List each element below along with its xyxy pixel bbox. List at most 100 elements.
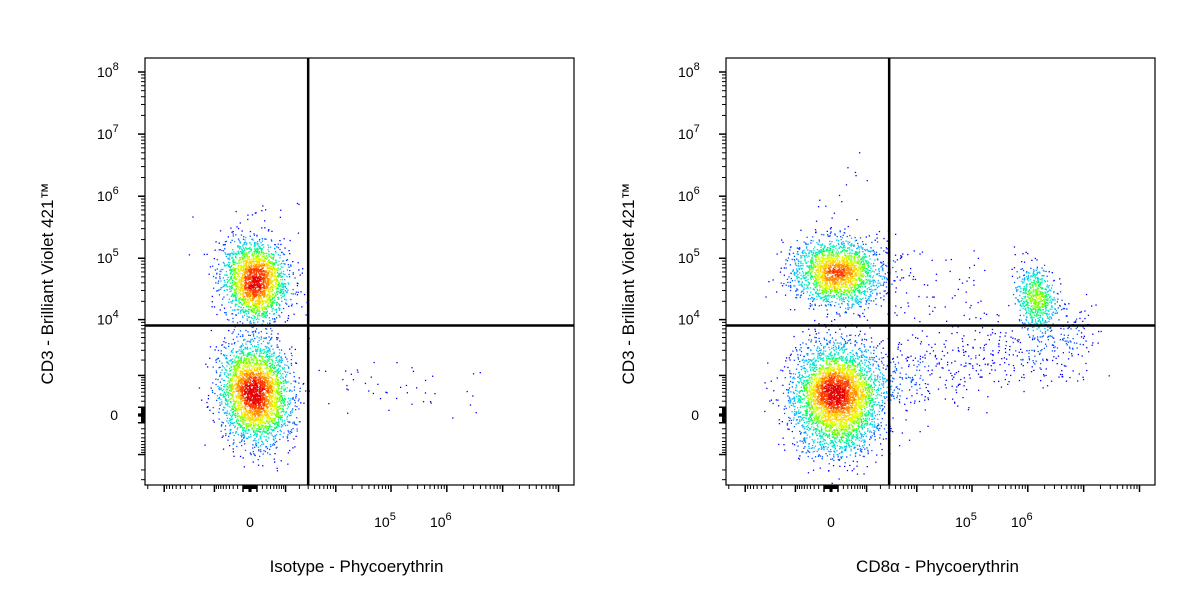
event-dot <box>279 285 281 287</box>
event-dot <box>250 418 252 420</box>
event-dot <box>270 398 273 400</box>
event-dot <box>272 313 275 315</box>
event-dot <box>220 268 223 271</box>
event-dot <box>276 406 279 409</box>
event-dot <box>251 326 253 328</box>
event-dot <box>264 273 266 275</box>
event-dot <box>249 419 251 422</box>
event-dot <box>218 242 220 244</box>
event-dot <box>266 310 268 312</box>
event-dot <box>466 390 468 393</box>
event-dot <box>238 408 240 410</box>
event-dot <box>253 272 255 274</box>
event-dot <box>240 306 242 308</box>
event-dot <box>244 380 246 382</box>
event-dot <box>234 303 236 305</box>
event-dot <box>224 399 227 402</box>
event-dot <box>266 432 268 435</box>
event-dot <box>268 262 270 264</box>
event-dot <box>257 381 260 383</box>
event-dot <box>284 364 286 366</box>
event-dot <box>242 367 244 369</box>
event-dot <box>278 314 280 316</box>
event-dot <box>248 340 250 343</box>
event-dot <box>253 265 255 267</box>
event-dot <box>405 384 408 387</box>
event-dot <box>245 254 247 256</box>
event-dot <box>256 309 259 311</box>
event-dot <box>275 388 277 390</box>
event-dot <box>269 372 271 374</box>
event-dot <box>280 417 282 419</box>
event-dot <box>230 393 232 395</box>
event-dot <box>212 382 214 384</box>
event-dot <box>245 309 247 311</box>
event-dot <box>235 407 237 410</box>
event-dot <box>249 260 251 262</box>
event-dot <box>272 401 274 403</box>
event-dot <box>279 438 281 441</box>
event-dot <box>264 314 266 316</box>
event-dot <box>219 230 222 232</box>
event-dot <box>237 385 239 388</box>
event-dot <box>252 335 255 337</box>
event-dot <box>229 425 231 427</box>
event-dot <box>236 422 238 424</box>
event-dot <box>268 370 270 372</box>
event-dot <box>265 274 268 277</box>
event-dot <box>265 379 267 382</box>
event-dot <box>230 360 232 362</box>
event-dot <box>245 410 247 412</box>
event-dot <box>248 310 250 312</box>
event-dot <box>277 386 279 388</box>
event-dot <box>247 286 249 288</box>
event-dot <box>240 264 242 266</box>
event-dot <box>242 361 244 364</box>
event-dot <box>277 431 279 433</box>
event-dot <box>283 395 285 397</box>
event-dot <box>288 421 290 423</box>
event-dot <box>270 392 273 394</box>
event-dot <box>240 276 242 279</box>
event-dot <box>211 301 213 303</box>
event-dot <box>257 243 259 245</box>
event-dot <box>253 290 255 292</box>
event-dot <box>281 289 283 291</box>
event-dot <box>235 396 237 398</box>
event-dot <box>260 270 262 272</box>
event-dot <box>219 276 221 278</box>
event-dot <box>249 273 251 276</box>
event-dot <box>239 291 241 293</box>
event-dot <box>258 313 260 315</box>
event-dot <box>238 245 240 247</box>
event-dot <box>244 403 246 405</box>
event-dot <box>239 389 241 391</box>
event-dot <box>251 238 254 240</box>
event-dot <box>279 382 281 384</box>
event-dot <box>242 280 244 282</box>
event-dot <box>229 291 231 293</box>
event-dot <box>254 377 256 380</box>
event-dot <box>273 458 275 460</box>
event-dot <box>411 367 413 369</box>
event-dot <box>211 389 213 392</box>
event-dot <box>224 241 227 243</box>
event-dot <box>220 384 223 387</box>
event-dot <box>277 406 279 408</box>
event-dot <box>257 297 260 299</box>
event-dot <box>251 403 254 405</box>
event-dot <box>318 369 320 372</box>
event-dot <box>241 299 243 301</box>
event-dot <box>242 280 245 282</box>
event-dot <box>265 285 267 288</box>
event-dot <box>255 419 257 421</box>
event-dot <box>292 422 294 424</box>
event-dot <box>268 279 271 281</box>
event-dot <box>236 253 238 255</box>
event-dot <box>272 438 275 440</box>
event-dot <box>209 409 211 411</box>
event-dot <box>262 373 264 375</box>
event-dot <box>235 415 237 417</box>
event-dot <box>232 317 234 320</box>
event-dot <box>239 302 242 304</box>
